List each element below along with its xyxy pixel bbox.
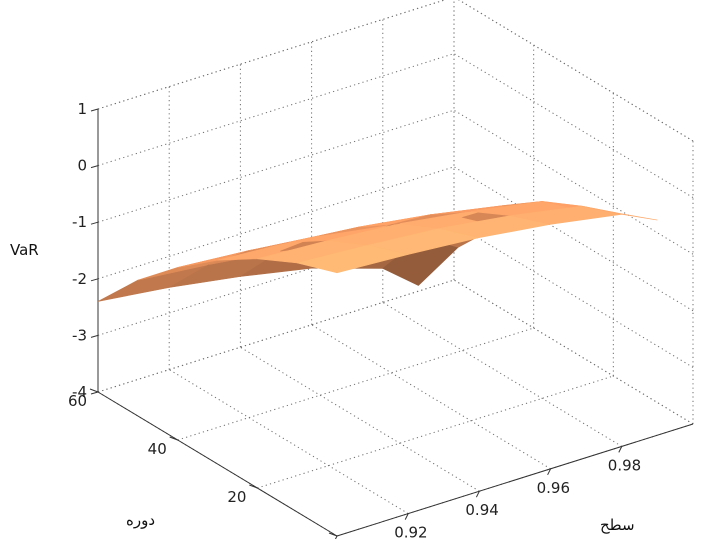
back-wall-grid-line — [97, 109, 455, 223]
box-top-edge — [97, 0, 447, 110]
x-tick-mark — [547, 468, 552, 476]
x-tick-label: 0.94 — [465, 501, 498, 519]
y-tick-mark — [89, 388, 99, 393]
z-tick-label: -1 — [72, 213, 87, 231]
floor-grid-line — [177, 327, 534, 441]
floor-grid-line — [240, 346, 480, 492]
floor-grid-line — [382, 301, 623, 447]
side-wall-grid-line — [453, 222, 694, 368]
back-wall-grid-line — [97, 53, 455, 167]
y-axis-label: دوره — [126, 511, 155, 529]
x-axis-label: سطح — [600, 516, 635, 534]
x-tick-mark — [334, 535, 338, 539]
back-wall-grid-line — [97, 279, 455, 393]
x-tick-mark — [618, 446, 623, 453]
z-tick-mark — [90, 391, 99, 395]
y-tick-label: 0 — [307, 536, 317, 539]
label-layer: 0.90.920.940.960.980204060-4-3-2-101 — [68, 100, 641, 539]
x-tick-label: 0.98 — [608, 456, 641, 474]
z-tick-mark — [90, 108, 99, 112]
side-wall-grid-line — [453, 166, 694, 312]
y-tick-label: 60 — [68, 392, 87, 410]
y-tick-label: 20 — [227, 488, 246, 506]
x-axis-line — [336, 423, 694, 537]
back-wall-grid-line — [97, 222, 455, 336]
x-tick-label: 0.96 — [537, 479, 570, 497]
y-tick-mark — [249, 484, 258, 489]
floor-grid-line — [453, 279, 694, 425]
side-wall-grid-line — [458, 0, 694, 142]
x-tick-mark — [475, 490, 480, 498]
z-tick-mark — [90, 278, 99, 282]
surface-layer — [97, 201, 658, 302]
surface-patch — [581, 205, 658, 221]
y-tick-mark — [328, 532, 338, 537]
z-tick-label: -3 — [72, 326, 87, 344]
back-wall-grid-line — [97, 0, 447, 110]
y-tick-label: 40 — [148, 440, 167, 458]
side-wall-grid-line — [453, 53, 694, 199]
x-tick-label: 0.92 — [394, 524, 427, 539]
z-tick-mark — [90, 165, 99, 169]
floor-grid-line — [311, 324, 551, 470]
z-tick-mark — [90, 221, 99, 225]
axis-layer — [89, 108, 694, 539]
side-wall-grid-line — [453, 279, 694, 425]
x-tick-mark — [404, 513, 409, 520]
z-tick-label: 1 — [77, 100, 87, 118]
z-tick-label: -2 — [72, 270, 87, 288]
y-axis-line — [97, 391, 338, 537]
floor-grid-line — [257, 375, 614, 489]
z-tick-mark — [90, 334, 99, 338]
z-tick-label: -4 — [72, 383, 87, 401]
floor-grid-line — [168, 369, 409, 515]
z-tick-label: 0 — [77, 157, 87, 175]
y-tick-mark — [169, 436, 178, 441]
box-top-edge — [458, 0, 694, 142]
z-axis-label: VaR — [10, 241, 39, 259]
back-wall-grid-line — [97, 166, 455, 280]
